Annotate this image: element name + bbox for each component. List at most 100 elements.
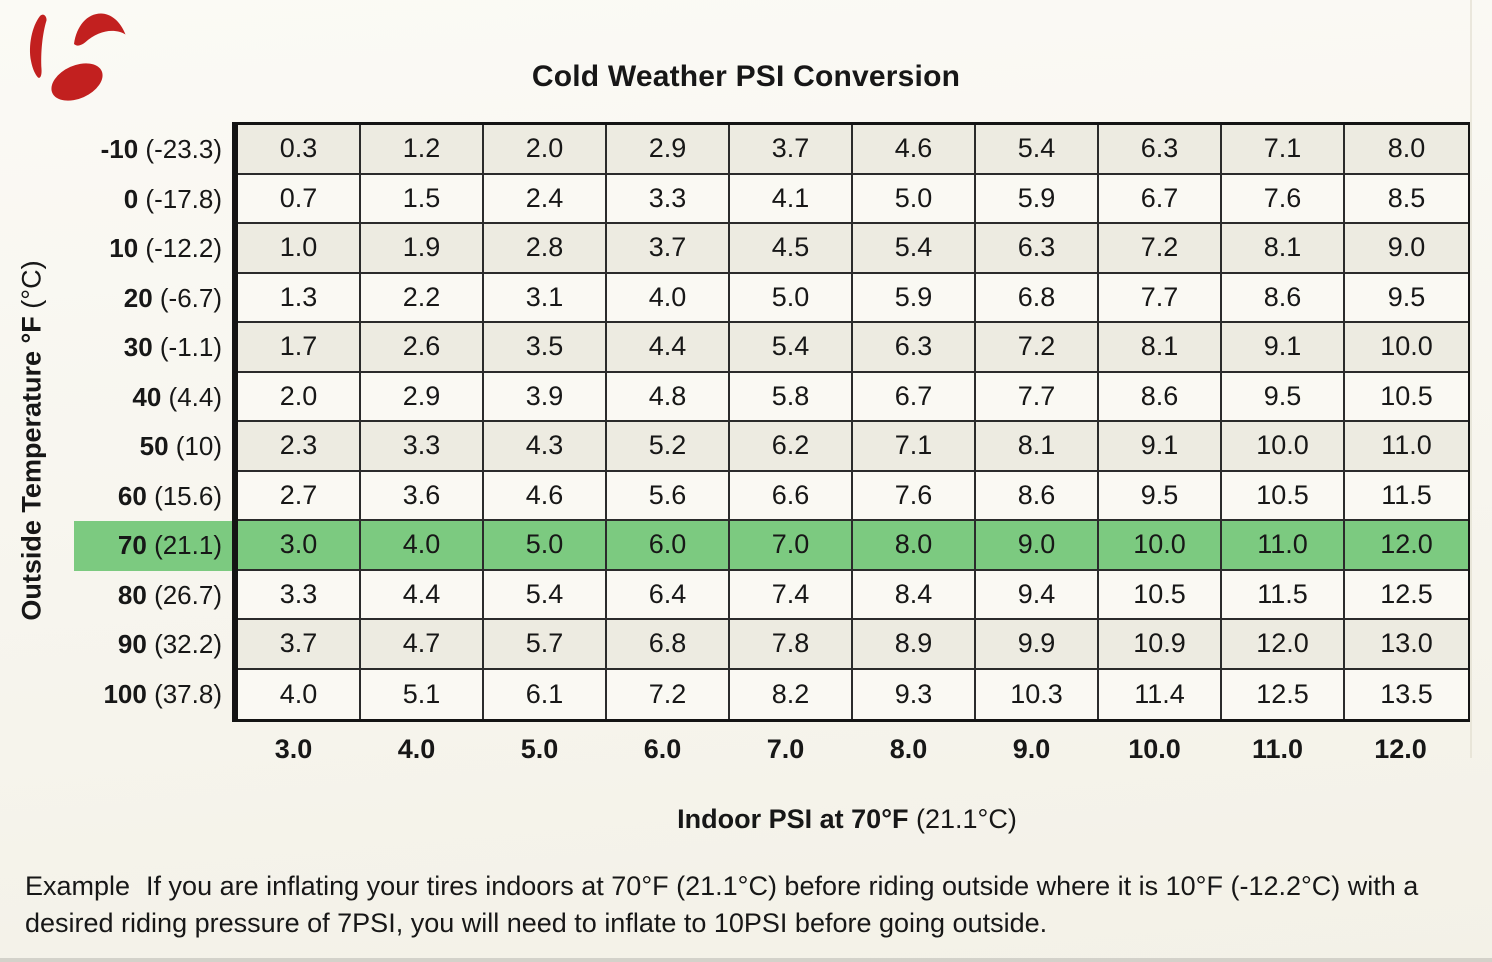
- column-footer-labels: 3.0 4.0 5.0 6.0 7.0 8.0 9.0 10.0 11.0 12.0: [232, 726, 1462, 772]
- cell-70F-11.0psi: 11.0: [1222, 521, 1345, 571]
- cell-80F-5.0psi: 5.4: [484, 570, 607, 620]
- cell-90F-9.0psi: 9.9: [976, 620, 1099, 670]
- cell--10F-6.0psi: 2.9: [607, 125, 730, 175]
- scan-edge-right: [1470, 0, 1472, 758]
- cell-90F-6.0psi: 6.8: [607, 620, 730, 670]
- scan-edge-bottom: [0, 958, 1492, 962]
- cell-80F-10.0psi: 10.5: [1099, 570, 1222, 620]
- cell-20F-4.0psi: 2.2: [361, 273, 484, 323]
- cell-0F-8.0psi: 5.0: [853, 174, 976, 224]
- row-header-50: 50 (10): [139, 431, 222, 462]
- cell-20F-6.0psi: 4.0: [607, 273, 730, 323]
- cell-100F-8.0psi: 9.3: [853, 669, 976, 719]
- cell-10F-11.0psi: 8.1: [1222, 224, 1345, 274]
- cell-20F-5.0psi: 3.1: [484, 273, 607, 323]
- cell-0F-12.0psi: 8.5: [1345, 175, 1468, 224]
- cell-0F-7.0psi: 4.1: [730, 174, 853, 224]
- x-axis-label-units: (21.1°C): [916, 804, 1017, 834]
- cell-90F-4.0psi: 4.7: [361, 620, 484, 670]
- cell-30F-3.0psi: 1.7: [238, 323, 361, 373]
- row-header-20: 20 (-6.7): [123, 282, 222, 313]
- cell-50F-8.0psi: 7.1: [853, 422, 976, 472]
- cell-50F-3.0psi: 2.3: [238, 422, 361, 472]
- cell--10F-7.0psi: 3.7: [730, 125, 853, 175]
- column-label-9.0: 9.0: [1012, 733, 1051, 764]
- cell-100F-10.0psi: 11.4: [1099, 669, 1222, 719]
- cell-50F-11.0psi: 10.0: [1222, 422, 1345, 472]
- cell-0F-9.0psi: 5.9: [976, 174, 1099, 224]
- cell-10F-5.0psi: 2.8: [484, 224, 607, 274]
- y-axis-label: Outside Temperature °F (°C): [6, 140, 58, 740]
- cell-90F-7.0psi: 7.8: [730, 620, 853, 670]
- cell-20F-12.0psi: 9.5: [1345, 274, 1468, 323]
- y-axis-label-units: (°C): [16, 259, 47, 309]
- column-label-11.0: 11.0: [1251, 733, 1304, 764]
- cell-60F-10.0psi: 9.5: [1099, 471, 1222, 521]
- cell-10F-4.0psi: 1.9: [361, 224, 484, 274]
- row-header-40: 40 (4.4): [132, 381, 222, 412]
- row-header-10: 10 (-12.2): [109, 233, 222, 264]
- cell-20F-7.0psi: 5.0: [730, 273, 853, 323]
- bontrager-logo-icon: [30, 13, 126, 101]
- cell-90F-12.0psi: 13.0: [1345, 620, 1468, 670]
- cell-100F-12.0psi: 13.5: [1380, 678, 1433, 709]
- cell-80F-4.0psi: 4.4: [361, 570, 484, 620]
- cell-100F-4.0psi: 5.1: [361, 669, 484, 719]
- cell-0F-10.0psi: 6.7: [1099, 174, 1222, 224]
- column-label-12.0: 12.0: [1374, 733, 1427, 764]
- cell--10F-12.0psi: 8.0: [1345, 125, 1468, 175]
- cell-60F-5.0psi: 4.6: [484, 471, 607, 521]
- cell-80F-9.0psi: 9.4: [976, 570, 1099, 620]
- cell-60F-4.0psi: 3.6: [361, 471, 484, 521]
- cell-40F-7.0psi: 5.8: [730, 372, 853, 422]
- x-axis-label-bold: Indoor PSI at 70°F: [677, 804, 909, 834]
- psi-conversion-table: 0.3 1.2 2.0 2.9 3.7 4.6 5.4 6.3 7.1 8.0 0.7 1.5 2.4 3…: [232, 122, 1470, 722]
- cell-30F-5.0psi: 3.5: [484, 323, 607, 373]
- cell-20F-3.0psi: 1.3: [238, 273, 361, 323]
- cell-40F-4.0psi: 2.9: [361, 372, 484, 422]
- cell-80F-7.0psi: 7.4: [730, 570, 853, 620]
- cell-70F-5.0psi: 5.0: [484, 521, 607, 571]
- cell-40F-9.0psi: 7.7: [976, 372, 1099, 422]
- row-header-30: 30 (-1.1): [123, 332, 222, 363]
- cell--10F-5.0psi: 2.0: [484, 125, 607, 175]
- cell-0F-11.0psi: 7.6: [1222, 174, 1345, 224]
- cell--10F-4.0psi: 1.2: [361, 125, 484, 175]
- row-header-100: 100 (37.8): [103, 678, 222, 709]
- cell-50F-10.0psi: 9.1: [1099, 422, 1222, 472]
- cell-90F-3.0psi: 3.7: [238, 620, 361, 670]
- cell-100F-7.0psi: 8.2: [730, 669, 853, 719]
- cell-10F-9.0psi: 6.3: [976, 224, 1099, 274]
- column-label-3.0: 3.0: [274, 733, 313, 764]
- cell-30F-4.0psi: 2.6: [361, 323, 484, 373]
- cell-40F-8.0psi: 6.7: [853, 372, 976, 422]
- column-label-8.0: 8.0: [889, 733, 928, 764]
- cell-20F-11.0psi: 8.6: [1222, 273, 1345, 323]
- column-label-4.0: 4.0: [397, 733, 436, 764]
- cell--10F-9.0psi: 5.4: [976, 125, 1099, 175]
- cell-80F-3.0psi: 3.3: [238, 570, 361, 620]
- cell-20F-9.0psi: 6.8: [976, 273, 1099, 323]
- row-header--10: -10 (-23.3): [100, 134, 222, 165]
- example-text: If you are inflating your tires indoors …: [25, 871, 1419, 938]
- row-header-column: -10 (-23.3) 0 (-17.8) 10 (-12.2) 20 (-6.7) 3…: [74, 125, 232, 719]
- cell-20F-8.0psi: 5.9: [853, 273, 976, 323]
- cell--10F-8.0psi: 4.6: [853, 125, 976, 175]
- cell--10F-3.0psi: 0.3: [238, 125, 361, 175]
- cell-10F-12.0psi: 9.0: [1345, 224, 1468, 274]
- row-header-60: 60 (15.6): [117, 480, 222, 511]
- cell-60F-7.0psi: 6.6: [730, 471, 853, 521]
- cell-70F-6.0psi: 6.0: [607, 521, 730, 571]
- cell-60F-6.0psi: 5.6: [607, 471, 730, 521]
- cell-90F-11.0psi: 12.0: [1222, 620, 1345, 670]
- example-label: Example: [25, 871, 131, 901]
- row-header-80: 80 (26.7): [117, 579, 222, 610]
- cell-50F-5.0psi: 4.3: [484, 422, 607, 472]
- row-header-90: 90 (32.2): [117, 629, 222, 660]
- cell-20F-10.0psi: 7.7: [1099, 273, 1222, 323]
- cell-50F-4.0psi: 3.3: [361, 422, 484, 472]
- cell--10F-11.0psi: 7.1: [1222, 125, 1345, 175]
- cell-80F-12.0psi: 12.5: [1345, 571, 1468, 620]
- cell-100F-11.0psi: 12.5: [1222, 669, 1345, 719]
- cell-30F-11.0psi: 9.1: [1222, 323, 1345, 373]
